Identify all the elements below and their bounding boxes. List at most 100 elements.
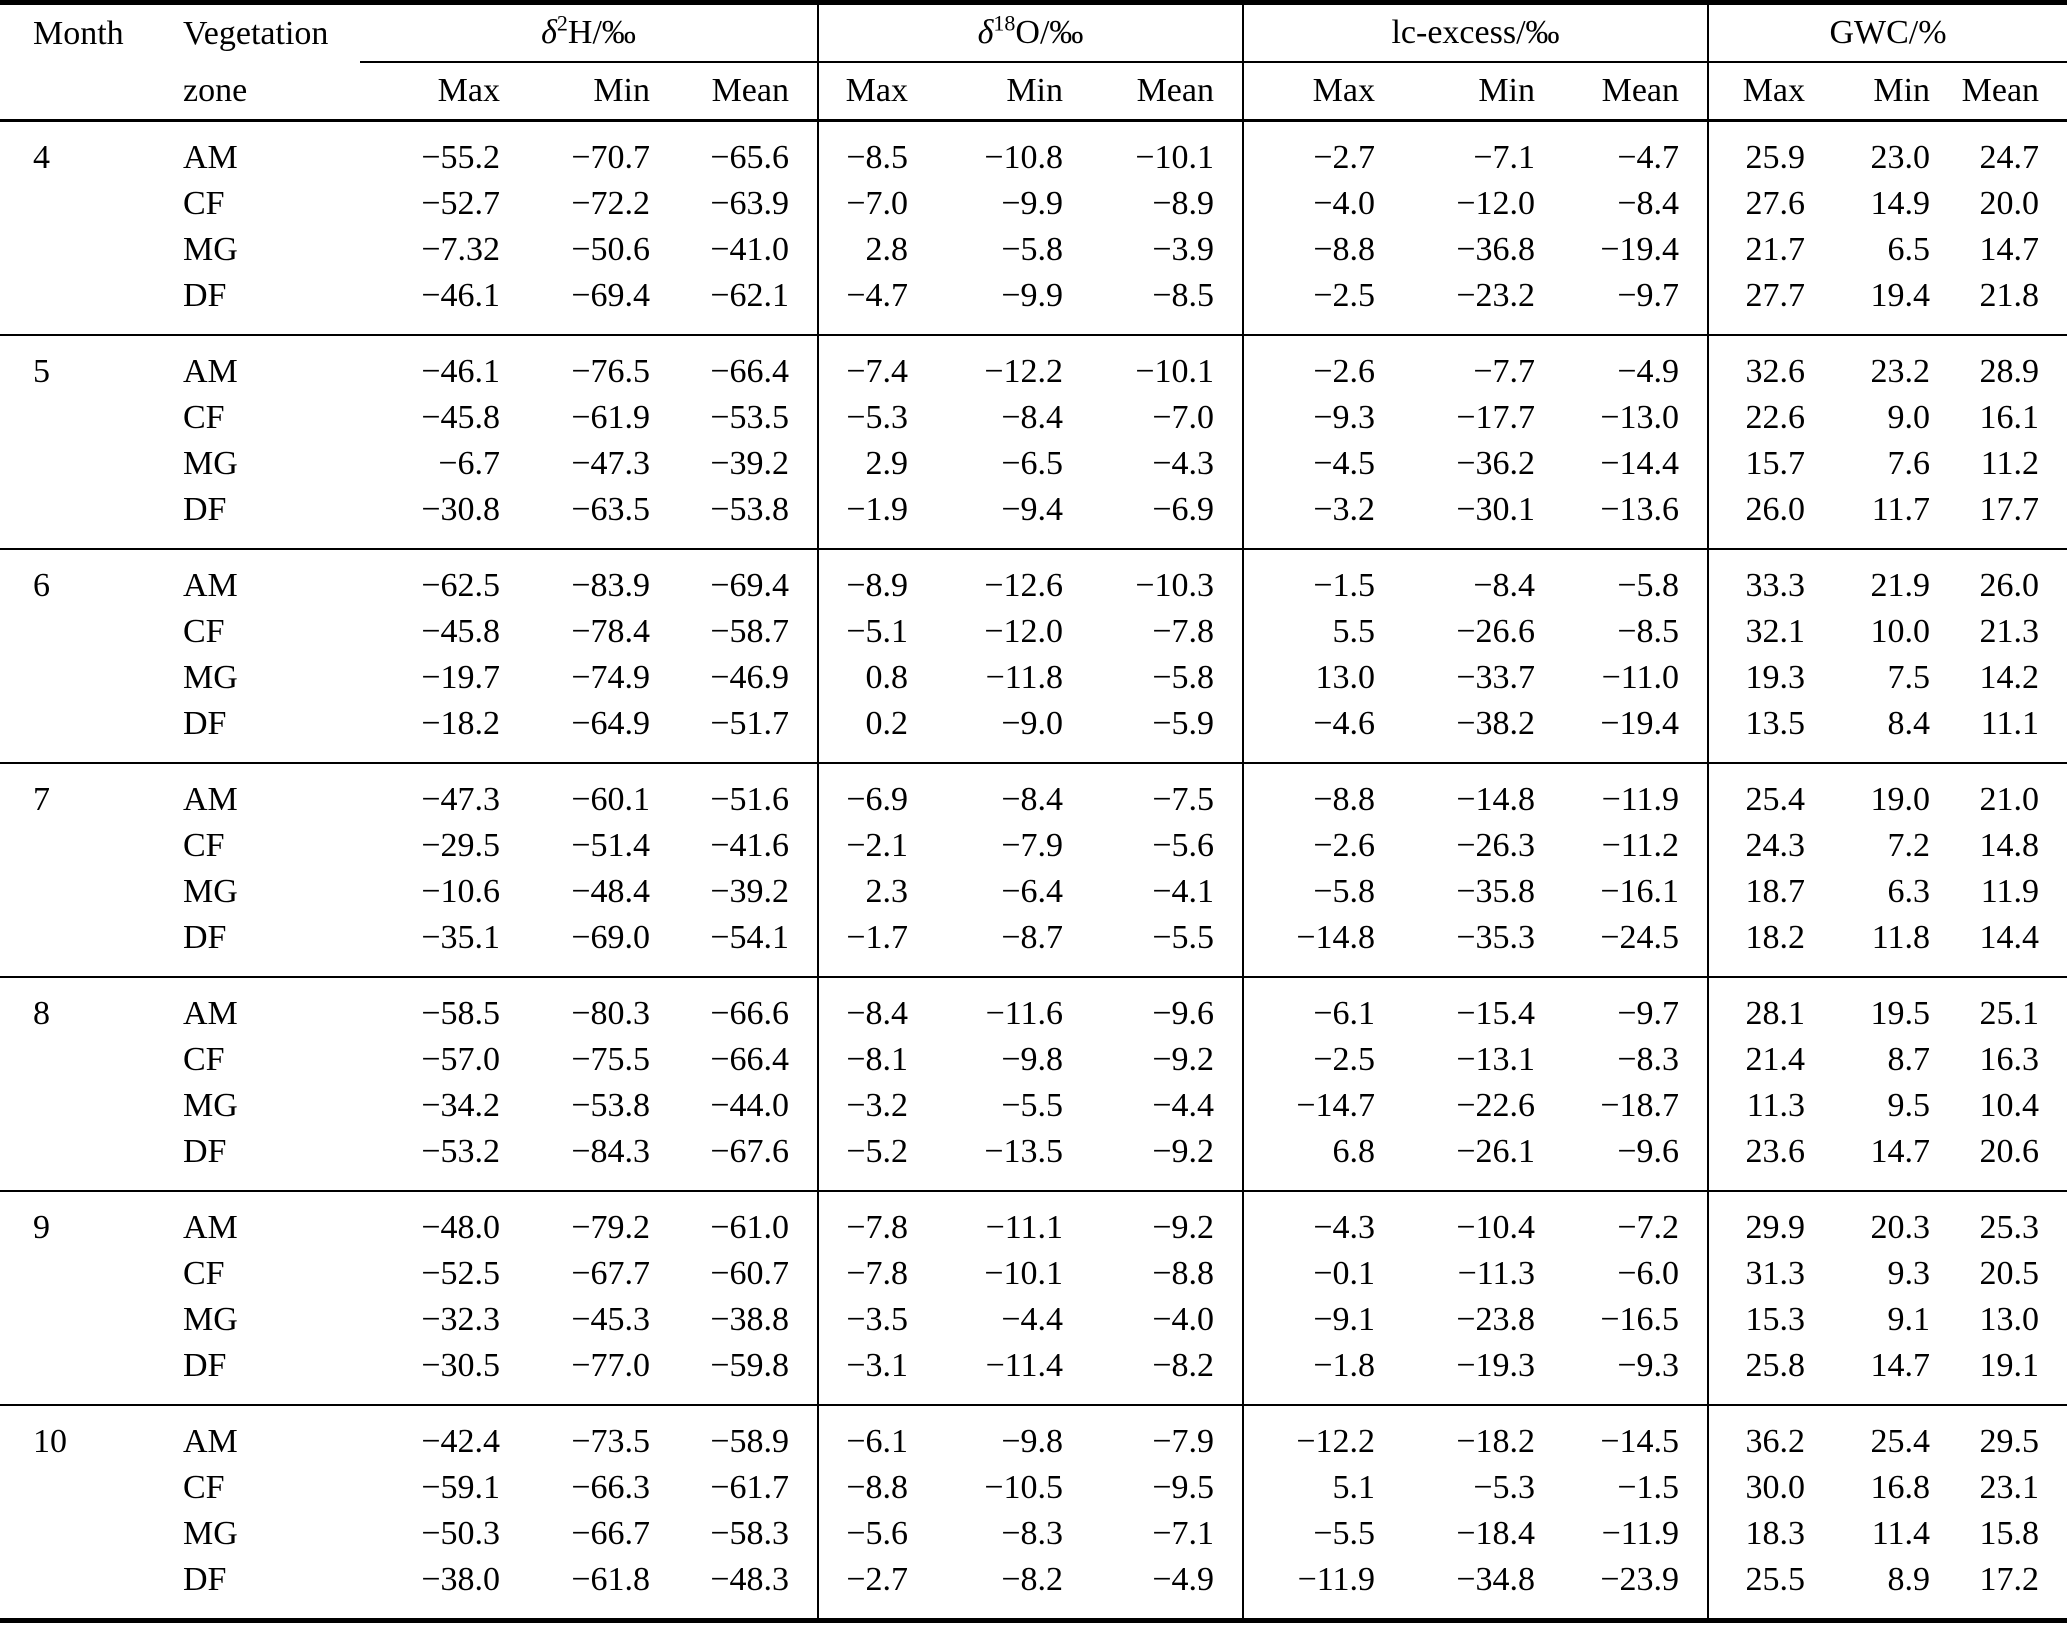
zone-cell: DF (183, 277, 227, 314)
month-cell (0, 823, 150, 869)
value-cell: 25.8 (1707, 1343, 1834, 1405)
value-cell: 15.3 (1707, 1297, 1834, 1343)
value-cell: −1.8 (1242, 1343, 1403, 1405)
value-cell: −9.8 (936, 1404, 1091, 1465)
value-cell: 9.3 (1887, 1255, 1931, 1292)
value-cell: −11.9 (1563, 762, 1709, 823)
value-cell: −23.2 (1456, 277, 1535, 314)
table-row: DF −38.0 −61.8 −48.3 −2.7 −8.2 −4.9 −11.9 −34.8 −… (0, 1557, 2067, 1621)
value-cell: −7.5 (1091, 762, 1243, 823)
value-cell: 14.9 (1870, 185, 1931, 222)
value-cell: −8.3 (1001, 1515, 1063, 1552)
value-cell: −7.8 (817, 1190, 936, 1251)
value-cell: 8.9 (1887, 1561, 1931, 1598)
value-cell: 5.5 (1242, 609, 1403, 655)
value-cell: 17.2 (1979, 1561, 2040, 1598)
value-cell: −9.8 (1001, 1041, 1063, 1078)
table-row: 7 AM −47.3 −60.1 −51.6 −6.9 −8.4 −7.5 −8.8 −14.8−… (0, 762, 2067, 823)
value-cell: −26.1 (1456, 1133, 1535, 1170)
value-cell: 23.6 (1707, 1129, 1834, 1191)
table-row: MG −34.2 −53.8 −44.0 −3.2 −5.5 −4.4 −14.7 −22.6 −… (0, 1083, 2067, 1129)
value-cell: −11.4 (985, 1347, 1063, 1384)
value-cell: −26.6 (1456, 613, 1535, 650)
value-cell: 8.7 (1887, 1041, 1931, 1078)
value-cell: −13.1 (1456, 1041, 1535, 1078)
value-cell: −4.3 (1152, 445, 1214, 482)
value-cell: 25.1 (1958, 976, 2067, 1037)
value-cell: 24.7 (1979, 139, 2040, 176)
month-block: 6 AM −62.5 −83.9 −69.4 −8.9 −12.6 −10.3 −1.5 −8.4… (0, 548, 2067, 763)
value-cell: −11.3 (1457, 1255, 1535, 1292)
group-label: H/‰ (567, 14, 636, 51)
value-cell: 28.1 (1707, 976, 1834, 1037)
zone-cell: MG (183, 1515, 238, 1552)
zone-cell: CF (183, 399, 225, 436)
value-cell: −7.1 (1152, 1515, 1214, 1552)
value-cell: −18.2 (421, 705, 500, 742)
value-cell: −4.7 (1617, 139, 1680, 176)
value-cell: −48.4 (571, 873, 650, 910)
value-cell: −8.9 (1152, 185, 1214, 222)
month-cell (0, 487, 150, 549)
value-cell: −0.1 (1242, 1251, 1403, 1297)
table-row: 5 AM −46.1 −76.5 −66.4 −7.4 −12.2 −10.1 −2.6 −7.7… (0, 334, 2067, 395)
value-cell: −61.0 (678, 1190, 818, 1251)
value-cell: 11.8 (1871, 919, 1931, 956)
value-cell: −59.8 (710, 1347, 789, 1384)
value-cell: −80.3 (528, 976, 678, 1037)
value-cell: −36.2 (1456, 445, 1535, 482)
value-cell: −11.0 (1601, 659, 1680, 696)
value-cell: −9.7 (1617, 277, 1680, 314)
value-cell: −38.8 (710, 1301, 789, 1338)
value-cell: −18.7 (1600, 1087, 1680, 1124)
value-cell: −10.1 (1091, 334, 1243, 395)
zone-cell: AM (150, 1404, 360, 1465)
zone-cell: AM (150, 976, 360, 1037)
vegetation-column-header-line1: Vegetation (183, 14, 329, 52)
value-cell: −2.5 (1242, 1037, 1403, 1083)
value-cell: −55.2 (421, 139, 500, 176)
table-row: MG −10.6 −48.4 −39.2 2.3 −6.4 −4.1 −5.8 −35.8 −16… (0, 869, 2067, 915)
value-cell: −61.9 (571, 399, 650, 436)
value-cell: 10.0 (1870, 613, 1931, 650)
value-cell: −7.8 (1152, 613, 1214, 650)
month-block: 8 AM −58.5 −80.3 −66.6 −8.4 −11.6 −9.6 −6.1 −15.4… (0, 976, 2067, 1191)
table-row: CF −57.0 −75.5 −66.4 −8.1 −9.8 −9.2 −2.5 −13.1 −8… (0, 1037, 2067, 1083)
value-cell: 11.2 (1980, 445, 2040, 482)
value-cell: −46.9 (710, 659, 789, 696)
value-cell: 19.0 (1833, 762, 1959, 823)
value-cell: −15.4 (1403, 976, 1563, 1037)
value-cell: −17.7 (1456, 399, 1535, 436)
value-cell: 30.0 (1707, 1465, 1834, 1511)
value-cell: −47.3 (360, 762, 528, 823)
month-column-header: Month (33, 14, 124, 52)
month-cell (0, 609, 150, 655)
value-cell: −2.7 (817, 1557, 936, 1621)
zone-cell: CF (183, 185, 225, 222)
value-cell: −1.9 (817, 487, 936, 549)
value-cell: −8.5 (1617, 613, 1680, 650)
value-cell: 16.3 (1979, 1041, 2040, 1078)
value-cell: −46.1 (360, 334, 528, 395)
value-cell: 23.2 (1833, 334, 1959, 395)
zone-cell: MG (183, 1301, 238, 1338)
value-cell: 11.4 (1871, 1515, 1931, 1552)
zone-cell: CF (183, 1469, 225, 1506)
value-cell: −12.0 (984, 613, 1063, 650)
value-cell: −5.5 (1001, 1087, 1063, 1124)
value-cell: 0.2 (817, 701, 936, 763)
value-cell: −50.3 (421, 1515, 500, 1552)
month-cell (0, 701, 150, 763)
value-cell: −64.9 (571, 705, 650, 742)
month-cell: 7 (0, 762, 150, 823)
table-row: CF −45.8 −78.4 −58.7 −5.1 −12.0 −7.8 5.5 −26.6 −8… (0, 609, 2067, 655)
value-cell: 18.7 (1707, 869, 1834, 915)
value-cell: −6.9 (1152, 491, 1214, 528)
month-cell (0, 915, 150, 977)
value-cell: −7.0 (817, 181, 936, 227)
value-cell: 11.7 (1871, 491, 1931, 528)
value-cell: −76.5 (528, 334, 678, 395)
value-cell: −5.3 (1473, 1469, 1535, 1506)
month-cell (0, 1037, 150, 1083)
value-cell: −14.7 (1242, 1083, 1403, 1129)
